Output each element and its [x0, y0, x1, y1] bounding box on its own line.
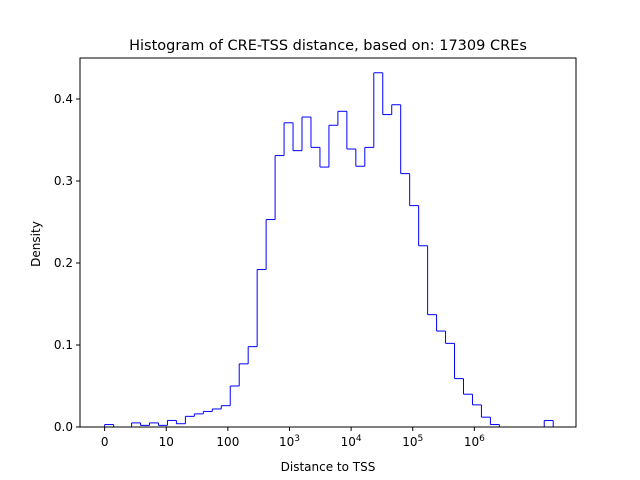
y-axis-label: Density [29, 221, 43, 267]
x-axis-label: Distance to TSS [281, 460, 376, 474]
y-tick-label: 0.3 [54, 174, 73, 188]
chart-title: Histogram of CRE-TSS distance, based on:… [129, 38, 527, 54]
x-tick-label: 0 [101, 435, 109, 449]
x-tick-exponent: 5 [417, 434, 423, 444]
x-tick-exponent: 6 [479, 434, 485, 444]
y-tick-label: 0.4 [54, 92, 73, 106]
axes-frame [79, 57, 577, 428]
x-tick-exponent: 3 [294, 434, 300, 444]
x-tick-exponent: 4 [356, 434, 362, 444]
x-tick-label: 100 [216, 435, 239, 449]
plot-area: 0.00.10.20.30.40 10 100 103 104 105 106 [54, 57, 577, 449]
y-tick-label: 0.0 [54, 420, 73, 434]
y-tick-label: 0.1 [54, 338, 73, 352]
x-tick-label: 10 [159, 435, 174, 449]
y-tick-label: 0.2 [54, 256, 73, 270]
